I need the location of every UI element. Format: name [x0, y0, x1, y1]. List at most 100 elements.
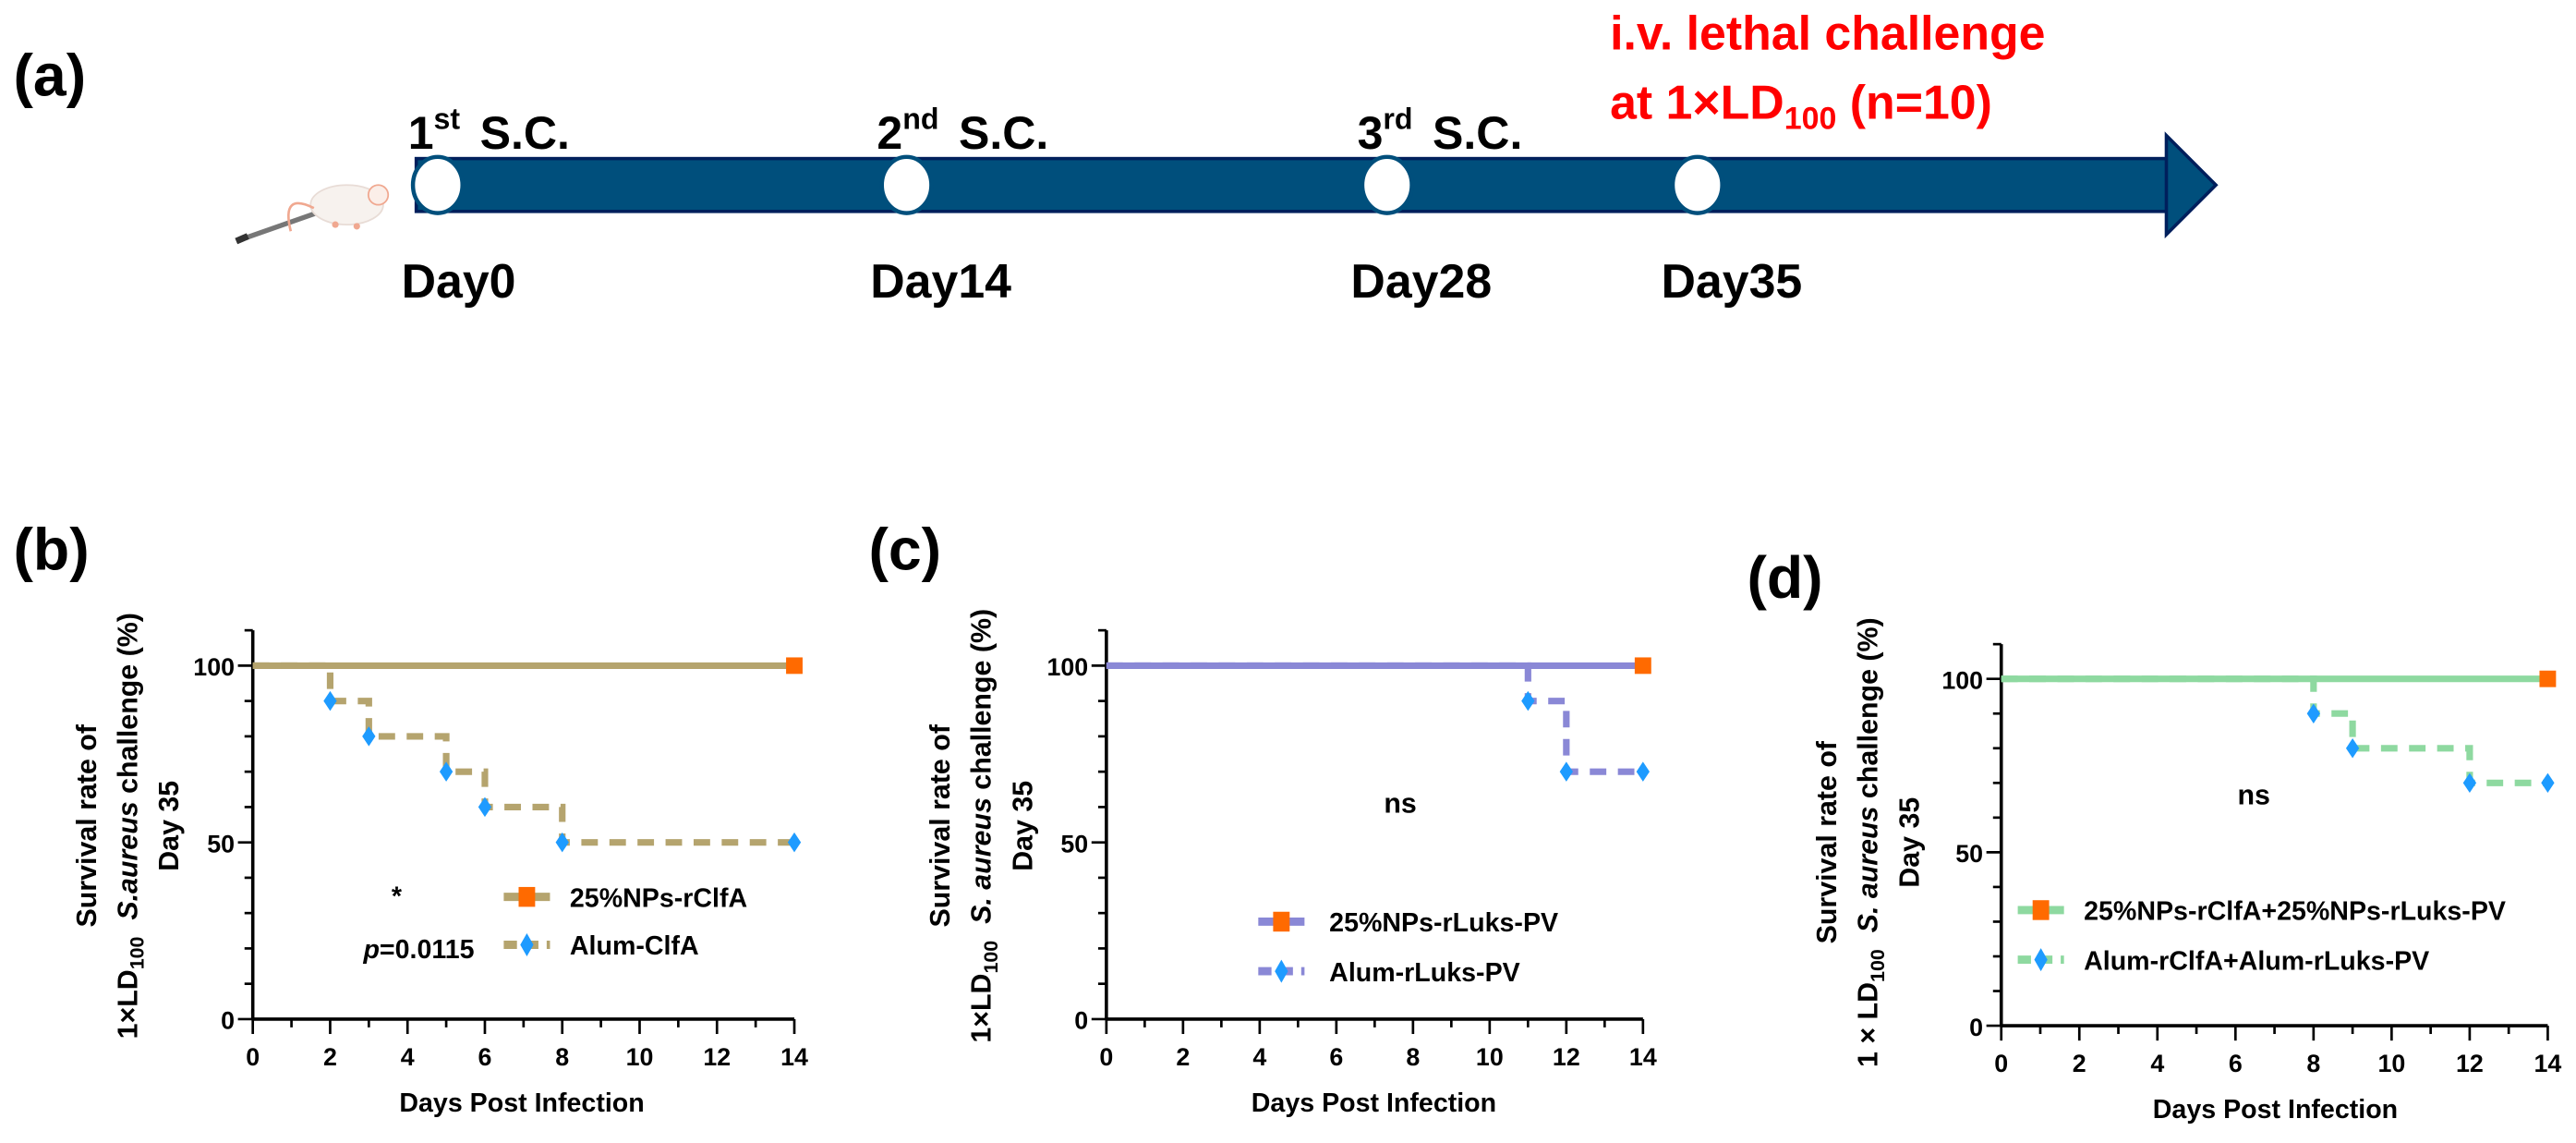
dose-ordinal-suffix: st — [434, 102, 461, 135]
diamond-marker — [478, 796, 492, 818]
series-line-1 — [2001, 675, 2548, 786]
legend-label: Alum-rClfA+Alum-rLuks-PV — [2084, 946, 2429, 976]
x-tick-label: 14 — [2534, 1050, 2562, 1077]
legend-diamond-marker — [520, 932, 534, 957]
day-label: Day0 — [402, 254, 516, 308]
diamond-marker — [362, 726, 376, 747]
y-axis-title-line2: 1×LD100 S. aureus challenge (%) — [966, 609, 1002, 1043]
y-axis-dose-prefix: 1 × LD — [1853, 982, 1884, 1067]
series-line-1 — [1106, 662, 1643, 775]
x-tick-label: 2 — [2073, 1050, 2086, 1077]
y-axis-dose-sub: 100 — [1867, 949, 1889, 982]
legend-label: 25%NPs-rClfA — [570, 883, 747, 913]
diamond-marker — [439, 761, 454, 782]
panel-label-b: (b) — [13, 517, 89, 583]
y-tick-label: 50 — [1955, 840, 1983, 868]
y-axis-title-line1: Survival rate of — [1811, 740, 1843, 943]
dose-ordinal: 3 — [1358, 107, 1384, 159]
survival-chart-c: 0 50 100 0 2 4 6 8 10 12 14 Days Post Infection Surv… — [925, 609, 1657, 1118]
x-tick-label: 6 — [1329, 1043, 1343, 1071]
x-tick-label: 4 — [2150, 1050, 2164, 1077]
y-axis-dose-prefix: 1×LD — [113, 969, 144, 1039]
x-axis-title: Days Post Infection — [399, 1088, 644, 1118]
y-axis-species: S. aureus — [966, 797, 998, 924]
x-tick-label: 10 — [2377, 1050, 2405, 1077]
y-axis-species: S.aureus — [113, 801, 144, 919]
y-tick-label: 100 — [1941, 666, 1983, 694]
x-tick-label: 10 — [1476, 1043, 1504, 1071]
y-axis-title-line2: 1 × LD100 S. aureus challenge (%) — [1853, 617, 1889, 1067]
timeline-event: 3rd S.C. Day28 — [1350, 102, 1522, 307]
legend-label: Alum-ClfA — [570, 931, 699, 961]
y-tick-label: 0 — [1074, 1007, 1088, 1035]
legend-square-marker — [2032, 900, 2050, 920]
y-axis-species: S. aureus — [1853, 807, 1884, 933]
dose-label: 2nd S.C. — [877, 102, 1048, 158]
ns-annotation: ns — [1384, 787, 1416, 819]
x-tick-label: 8 — [1406, 1043, 1420, 1071]
dose-route: S.C. — [959, 107, 1048, 159]
legend-square-marker — [1273, 911, 1290, 932]
ns-annotation: ns — [2238, 780, 2270, 811]
legend-diamond-marker — [1275, 959, 1288, 983]
y-axis-title-line3: Day 35 — [1007, 781, 1038, 871]
timeline-arrow-shaft — [414, 156, 2171, 213]
legend-label: 25%NPs-rLuks-PV — [1329, 908, 1558, 938]
legend-label: 25%NPs-rClfA+25%NPs-rLuks-PV — [2084, 897, 2506, 927]
dose-label: 3rd S.C. — [1358, 102, 1523, 158]
y-axis-dose-prefix: 1×LD — [966, 974, 998, 1043]
survival-chart-d: 0 50 100 0 2 4 6 8 10 12 14 Days Post Infection Surv… — [1811, 617, 2561, 1125]
y-axis-challenge: challenge (%) — [113, 613, 144, 801]
dose-ordinal-suffix: rd — [1383, 102, 1412, 135]
challenge-dose-prefix: at 1×LD — [1610, 76, 1784, 129]
x-tick-label: 8 — [2306, 1050, 2320, 1077]
timepoint-marker — [1360, 154, 1414, 215]
square-marker — [1634, 657, 1651, 675]
dose-ordinal: 1 — [408, 107, 434, 159]
y-axis-challenge: challenge (%) — [1853, 617, 1884, 806]
survival-chart-b: 0 50 100 0 2 4 6 8 10 12 14 Days Post Infection Surv… — [71, 613, 808, 1118]
x-tick-label: 12 — [2456, 1050, 2484, 1077]
x-tick-label: 2 — [1176, 1043, 1190, 1071]
dose-ordinal-suffix: nd — [902, 102, 938, 135]
diamond-marker — [1636, 761, 1650, 782]
legend-square-marker — [518, 886, 536, 907]
y-axis-title-line1: Survival rate of — [925, 723, 956, 927]
x-tick-label: 10 — [626, 1043, 654, 1071]
diamond-marker — [787, 832, 802, 853]
y-axis-challenge: challenge (%) — [966, 609, 998, 797]
challenge-line1: i.v. lethal challenge — [1610, 6, 2045, 60]
y-tick-label: 0 — [1969, 1014, 1983, 1041]
timepoint-marker — [1670, 154, 1724, 215]
y-axis-title-line3: Day 35 — [1893, 797, 1925, 888]
diamond-marker — [555, 832, 569, 853]
dose-route: S.C. — [480, 107, 570, 159]
x-axis-title: Days Post Infection — [1252, 1088, 1496, 1118]
significance-star: * — [392, 882, 403, 912]
x-tick-label: 0 — [1994, 1050, 2008, 1077]
timeline-event: 1st S.C. Day0 — [402, 102, 570, 307]
x-tick-label: 12 — [703, 1043, 731, 1071]
timepoint-marker — [879, 154, 934, 215]
panel-label-a: (a) — [13, 43, 86, 109]
y-axis-title-line3: Day 35 — [153, 781, 185, 871]
panel-label-d: (d) — [1747, 544, 1822, 611]
x-tick-label: 8 — [555, 1043, 569, 1071]
challenge-dose-label: at 1×LD100 (n=10) — [1610, 76, 1992, 137]
x-tick-label: 6 — [478, 1043, 492, 1071]
y-tick-label: 50 — [1060, 830, 1088, 857]
challenge-dose-n: (n=10) — [1836, 76, 1991, 129]
legend-label: Alum-rLuks-PV — [1329, 958, 1520, 988]
x-tick-label: 4 — [401, 1043, 415, 1071]
dose-route: S.C. — [1433, 107, 1522, 159]
y-tick-label: 100 — [193, 653, 235, 681]
diamond-marker — [1521, 690, 1535, 711]
panel-label-c: (c) — [868, 517, 941, 583]
timeline-arrow-head — [2164, 131, 2219, 239]
timeline-event: Day35 — [1661, 154, 1802, 308]
p-number: =0.0115 — [380, 935, 475, 965]
day-label: Day35 — [1661, 254, 1802, 308]
x-tick-label: 6 — [2229, 1050, 2243, 1077]
diamond-marker — [2541, 772, 2555, 794]
